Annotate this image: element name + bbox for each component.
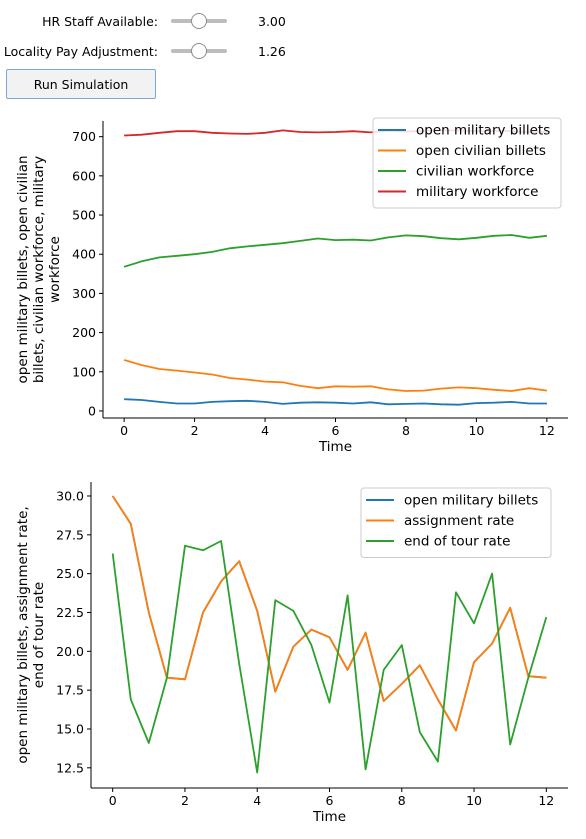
x-tick-label: 10 xyxy=(466,793,482,808)
y-tick-label: 400 xyxy=(72,247,96,262)
series-line-assignment-rate xyxy=(111,495,547,732)
y-axis-label-line: end of tour rate xyxy=(31,582,47,688)
y-tick-label: 22.5 xyxy=(56,605,84,620)
x-tick-label: 4 xyxy=(253,793,261,808)
legend: open military billets assignment rate end … xyxy=(360,487,552,558)
y-tick-label: 300 xyxy=(72,286,96,301)
y-tick-label: 700 xyxy=(72,129,96,144)
locality-pay-label: Locality Pay Adjustment: xyxy=(3,44,158,59)
x-tick-label: 0 xyxy=(120,423,128,438)
legend-frame xyxy=(372,117,562,209)
x-axis-label: Time xyxy=(312,809,346,825)
y-axis-label-line: billets, civilian workforce, military xyxy=(31,156,47,383)
y-tick-label: 600 xyxy=(72,168,96,183)
y-tick-label: 27.5 xyxy=(56,527,84,542)
x-axis-label: Time xyxy=(318,439,352,455)
y-axis-label-line: open military billets, open civilian xyxy=(15,155,31,383)
legend-entry: civilian workforce xyxy=(416,164,534,180)
y-tick-label: 12.5 xyxy=(56,760,84,775)
hr-staff-value: 3.00 xyxy=(258,14,286,29)
y-tick-label: 100 xyxy=(72,364,96,379)
x-tick-label: 12 xyxy=(538,793,554,808)
legend-entry: end of tour rate xyxy=(404,534,510,550)
y-tick-label: 20.0 xyxy=(56,644,84,659)
locality-pay-value: 1.26 xyxy=(258,44,286,59)
series-line-open-military-billets xyxy=(124,398,547,406)
locality-pay-slider-thumb[interactable] xyxy=(191,43,207,59)
y-axis-label: open military billets, open civilian bill… xyxy=(15,155,63,383)
x-tick-label: 12 xyxy=(539,423,555,438)
hr-staff-label: HR Staff Available: xyxy=(42,14,158,29)
legend-entry: military workforce xyxy=(416,184,538,200)
series-line-end-of-tour-rate xyxy=(111,540,548,774)
legend-frame xyxy=(360,487,552,558)
y-tick-label: 25.0 xyxy=(56,566,84,581)
y-axis-label: open military billets, assignment rate, e… xyxy=(15,506,47,763)
y-tick-label: 200 xyxy=(72,325,96,340)
x-tick-label: 6 xyxy=(326,793,334,808)
legend-entry: open military billets xyxy=(404,493,538,509)
x-tick-label: 2 xyxy=(181,793,189,808)
legend-entry: assignment rate xyxy=(404,513,514,529)
y-tick-label: 17.5 xyxy=(56,683,84,698)
legend: open military billets open civilian bille… xyxy=(372,117,562,209)
y-axis-label-line: open military billets, assignment rate, xyxy=(15,506,31,763)
y-tick-label: 0 xyxy=(88,403,96,418)
x-tick-label: 4 xyxy=(261,423,269,438)
hr-staff-slider-thumb[interactable] xyxy=(191,13,207,29)
workforce-chart: 0 2 4 6 8 10 12 0 100 200 300 400 500 600 700 Time open … xyxy=(15,117,568,455)
y-tick-label: 15.0 xyxy=(56,721,84,736)
y-tick-label: 500 xyxy=(72,208,96,223)
rates-chart: 0 2 4 6 8 10 12 12.5 15.0 17.5 20.0 22.5 25.0 27.5 30.… xyxy=(15,482,568,825)
x-tick-label: 8 xyxy=(398,793,406,808)
legend-entry: open military billets xyxy=(416,123,550,139)
run-simulation-button[interactable]: Run Simulation xyxy=(6,69,156,99)
locality-pay-slider[interactable] xyxy=(171,43,227,59)
x-tick-label: 6 xyxy=(332,423,340,438)
x-tick-label: 2 xyxy=(191,423,199,438)
x-tick-label: 10 xyxy=(468,423,484,438)
series-line-civilian-workforce xyxy=(123,234,548,268)
legend-entry: open civilian billets xyxy=(416,143,546,159)
x-tick-label: 8 xyxy=(402,423,410,438)
y-tick-label: 30.0 xyxy=(56,488,84,503)
y-axis-label-line: workforce xyxy=(47,236,63,303)
hr-staff-slider[interactable] xyxy=(171,13,227,29)
series-line-open-civilian-billets xyxy=(123,359,548,392)
x-tick-label: 0 xyxy=(109,793,117,808)
